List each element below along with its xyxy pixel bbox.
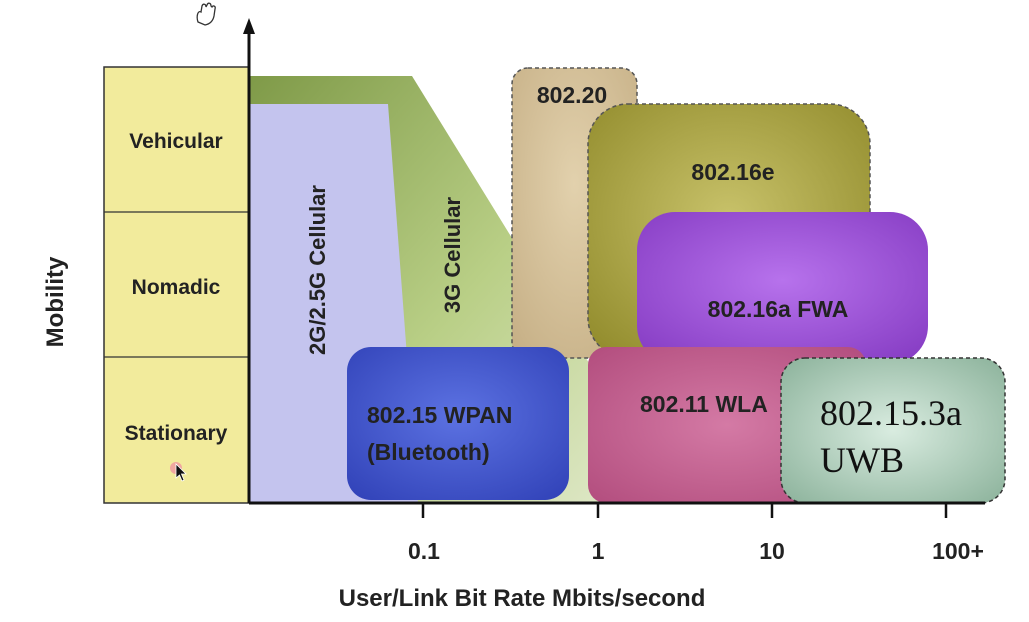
x-tick-label: 1: [592, 538, 605, 564]
mobility-vehicular: Vehicular: [129, 130, 222, 153]
x-tick-label: 10: [759, 538, 785, 564]
label-802-11: 802.11 WLA: [640, 391, 768, 417]
label-802-16a: 802.16a FWA: [708, 296, 849, 322]
y-axis: [243, 18, 255, 503]
region-802-16a: [637, 212, 928, 364]
label-2g-cellular: 2G/2.5G Cellular: [305, 185, 330, 355]
mobility-nomadic: Nomadic: [132, 276, 221, 299]
pointer-cursor-icon: [170, 462, 187, 482]
label-uwb-line2: UWB: [820, 440, 904, 480]
mobility-band: Vehicular Nomadic Stationary: [103, 66, 250, 504]
label-uwb-line1: 802.15.3a: [820, 393, 962, 433]
label-802-20: 802.20: [537, 82, 607, 108]
region-802-15-wpan: [347, 347, 569, 500]
label-3g-cellular: 3G Cellular: [440, 196, 465, 313]
x-tick-label: 0.1: [408, 538, 440, 564]
label-wpan-line2: (Bluetooth): [367, 439, 490, 465]
y-axis-label: Mobility: [42, 256, 69, 347]
label-wpan-line1: 802.15 WPAN: [367, 402, 512, 428]
hand-cursor-icon: [196, 2, 216, 26]
mobility-stationary: Stationary: [125, 422, 228, 445]
x-axis-label: User/Link Bit Rate Mbits/second: [339, 585, 706, 612]
x-axis: [249, 501, 985, 518]
x-tick-label: 100+: [932, 538, 984, 564]
label-802-16e: 802.16e: [691, 159, 774, 185]
